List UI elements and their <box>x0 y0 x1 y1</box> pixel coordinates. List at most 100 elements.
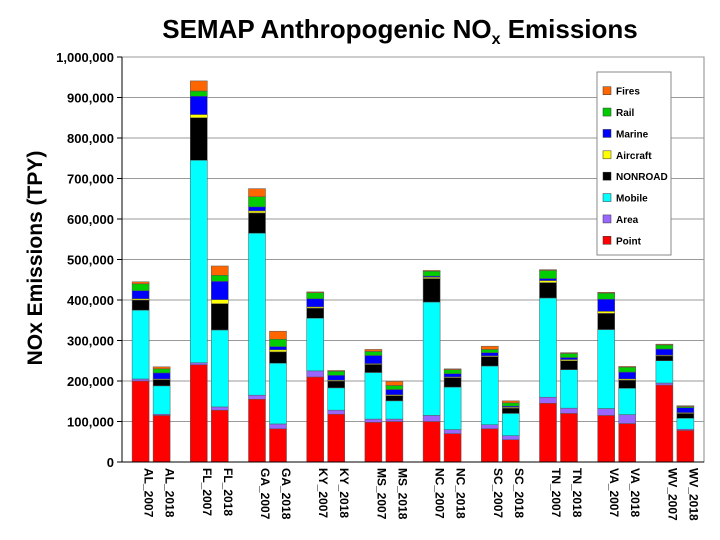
bar-segment-area-ky-2018 <box>327 409 345 415</box>
bar-segment-area-va-2018 <box>618 414 636 424</box>
bar-segment-rail-ky-2007 <box>306 292 324 300</box>
legend-swatch-mobile <box>602 193 612 202</box>
bar-segment-marine-wv-2007 <box>655 348 674 356</box>
legend-swatch-area <box>602 214 612 224</box>
legend-swatch-rail <box>602 107 612 117</box>
bar-segment-nonroad-va-2007 <box>597 313 615 330</box>
bar-segment-fires-sc-2007 <box>481 345 499 350</box>
bar-segment-rail-tn-2018 <box>560 353 578 358</box>
bar-segment-point-sc-2007 <box>481 428 499 463</box>
bar-segment-fires-sc-2018 <box>502 400 520 404</box>
y-tick-label: 600,000 <box>67 212 114 227</box>
x-tick-label: SC_2018 <box>512 468 526 518</box>
bar-segment-nonroad-fl-2007 <box>190 117 208 161</box>
bar-segment-rail-sc-2018 <box>502 402 520 407</box>
bar-segment-fires-tn-2007 <box>539 269 557 271</box>
bar-segment-mobile-fl-2007 <box>190 160 208 364</box>
y-tick-label: 0 <box>107 455 114 470</box>
bar-segment-fires-wv-2007 <box>655 343 674 346</box>
bar-segment-mobile-sc-2018 <box>502 413 520 436</box>
legend-swatch-fires <box>602 86 612 95</box>
bar-segment-area-sc-2007 <box>481 424 499 430</box>
bar-segment-fires-tn-2018 <box>560 352 578 354</box>
legend-label-aircraft: Aircraft <box>616 151 652 162</box>
bar-segment-area-nc-2018 <box>443 429 462 434</box>
bar-segment-fires-al-2007 <box>131 281 150 285</box>
bar-segment-point-al-2018 <box>152 415 171 463</box>
bar-segment-point-al-2007 <box>131 380 150 463</box>
bar-segment-area-nc-2007 <box>422 415 441 422</box>
bar-segment-nonroad-va-2018 <box>618 379 636 389</box>
bar-segment-mobile-wv-2018 <box>676 418 695 430</box>
bar-segment-mobile-al-2018 <box>152 385 171 415</box>
bar-segment-area-va-2007 <box>597 408 615 416</box>
bar-segment-marine-nc-2018 <box>443 373 462 378</box>
bar-segment-point-wv-2018 <box>676 430 695 463</box>
bar-segment-mobile-tn-2007 <box>539 297 557 398</box>
y-tick-label: 900,000 <box>67 91 114 106</box>
bar-segment-rail-ms-2018 <box>385 385 404 390</box>
bar-segment-marine-al-2018 <box>152 372 171 380</box>
bar-segment-point-ky-2007 <box>306 376 324 463</box>
bar-segment-nonroad-fl-2018 <box>211 303 229 331</box>
bar-segment-area-sc-2018 <box>502 435 520 440</box>
bar-segment-mobile-ky-2007 <box>306 317 324 372</box>
bar-segment-nonroad-sc-2007 <box>481 356 499 367</box>
bar-segment-mobile-ms-2007 <box>364 372 383 420</box>
bar-segment-nonroad-ms-2007 <box>364 364 383 373</box>
bar-segment-fires-nc-2018 <box>443 368 462 370</box>
bar-segment-nonroad-al-2007 <box>131 299 150 311</box>
bar-segment-mobile-ky-2018 <box>327 387 345 411</box>
bar-segment-rail-fl-2018 <box>211 275 229 282</box>
y-tick-label: 100,000 <box>67 415 114 430</box>
bar-segment-point-fl-2007 <box>190 364 208 463</box>
bar-segment-point-wv-2007 <box>655 384 674 463</box>
legend-swatch-aircraft <box>602 150 612 160</box>
bar-segment-area-fl-2018 <box>211 406 229 411</box>
bar-segment-marine-ms-2018 <box>385 389 404 396</box>
bar-segment-fires-nc-2007 <box>422 270 441 272</box>
y-tick-label: 400,000 <box>67 293 114 308</box>
x-tick-label: WV_2018 <box>686 468 700 521</box>
bar-segment-rail-va-2018 <box>618 366 636 373</box>
x-tick-label: MS_2018 <box>395 468 409 520</box>
bar-segment-rail-fl-2007 <box>190 90 208 97</box>
bar-segment-marine-ky-2007 <box>306 298 324 308</box>
bar-segment-mobile-sc-2007 <box>481 365 499 425</box>
legend-swatch-marine <box>602 129 612 138</box>
bar-segment-marine-ga-2007 <box>248 206 266 212</box>
bar-segment-marine-wv-2018 <box>676 407 695 413</box>
bar-segment-aircraft-ga-2007 <box>248 210 266 214</box>
bar-segment-point-nc-2007 <box>422 421 441 463</box>
bar-segment-mobile-nc-2018 <box>443 386 462 430</box>
x-tick-label: TN_2018 <box>570 468 584 518</box>
bar-segment-mobile-tn-2018 <box>560 369 578 409</box>
bar-segment-mobile-va-2007 <box>597 329 615 409</box>
bar-segment-point-tn-2007 <box>539 403 557 463</box>
bar-segment-nonroad-wv-2007 <box>655 355 674 362</box>
legend-label-area: Area <box>616 215 639 226</box>
x-tick-label: NC_2007 <box>433 468 447 519</box>
x-tick-label: GA_2018 <box>279 468 293 520</box>
bar-segment-rail-ga-2007 <box>248 196 266 208</box>
bar-segment-mobile-ga-2007 <box>248 232 266 396</box>
bar-segment-fires-va-2007 <box>597 292 615 294</box>
bar-segment-marine-tn-2007 <box>539 278 557 281</box>
bar-segment-area-tn-2007 <box>539 396 557 404</box>
bar-segment-marine-fl-2007 <box>190 96 208 115</box>
bar-segment-rail-ga-2018 <box>269 339 287 347</box>
bar-segment-marine-va-2007 <box>597 298 615 312</box>
bar-segment-rail-tn-2007 <box>539 270 557 279</box>
bar-segment-area-ky-2007 <box>306 370 324 378</box>
bar-segment-marine-va-2018 <box>618 371 636 380</box>
bar-segment-marine-fl-2018 <box>211 281 229 300</box>
bar-segment-point-tn-2018 <box>560 413 578 463</box>
bar-segment-point-ms-2018 <box>385 421 404 463</box>
legend-swatch-point <box>602 236 612 245</box>
bar-segment-marine-sc-2007 <box>481 352 499 357</box>
x-tick-label: NC_2018 <box>454 468 468 519</box>
bar-segment-nonroad-wv-2018 <box>676 413 695 419</box>
bar-segment-rail-ms-2007 <box>364 351 383 356</box>
bar-segment-fires-ky-2018 <box>327 370 345 372</box>
bar-segment-point-ga-2018 <box>269 428 287 463</box>
